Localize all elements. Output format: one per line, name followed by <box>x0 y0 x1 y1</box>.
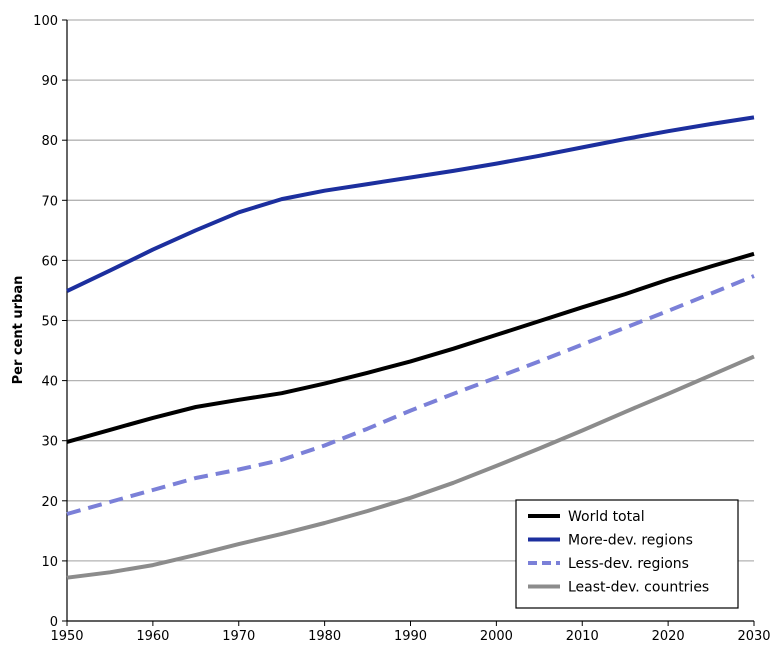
legend: World total More-dev. regions Less-dev. re… <box>515 499 739 609</box>
series-line-least-dev-countries <box>66 354 755 580</box>
y-tick-label: 60 <box>41 254 58 269</box>
x-tick-label: 1950 <box>50 629 83 644</box>
axes <box>62 19 755 626</box>
x-tick-label: 2010 <box>566 629 599 644</box>
legend-label-least-dev-countries: Least-dev. countries <box>568 580 709 596</box>
legend-label-less-dev-regions: Less-dev. regions <box>568 556 689 572</box>
series-line-more-dev-regions <box>66 115 755 293</box>
x-tick-label: 1970 <box>222 629 255 644</box>
y-tick-label: 40 <box>41 375 58 390</box>
x-tick-label: 1990 <box>394 629 427 644</box>
x-tick-label: 2000 <box>480 629 513 644</box>
legend-label-more-dev-regions: More-dev. regions <box>568 533 693 549</box>
series-lines <box>66 115 755 580</box>
gridlines <box>67 19 754 562</box>
series-line-less-dev-regions <box>66 274 755 516</box>
x-tick-label: 2030 <box>737 629 770 644</box>
y-axis-title: Per cent urban <box>11 276 26 385</box>
y-tick-label: 30 <box>41 435 58 450</box>
legend-label-world-total: World total <box>568 509 645 525</box>
y-tick-label: 50 <box>41 315 58 330</box>
y-tick-label: 10 <box>41 555 58 570</box>
series-line-world-total <box>66 251 755 444</box>
y-tick-label: 70 <box>41 194 58 209</box>
y-tick-label: 20 <box>41 495 58 510</box>
x-tick-label: 1980 <box>308 629 341 644</box>
x-tick-label: 1960 <box>136 629 169 644</box>
y-tick-label: 100 <box>33 14 58 29</box>
y-tick-label: 90 <box>41 74 58 89</box>
y-tick-label: 0 <box>50 615 58 630</box>
x-tick-label: 2020 <box>652 629 685 644</box>
y-tick-label: 80 <box>41 134 58 149</box>
